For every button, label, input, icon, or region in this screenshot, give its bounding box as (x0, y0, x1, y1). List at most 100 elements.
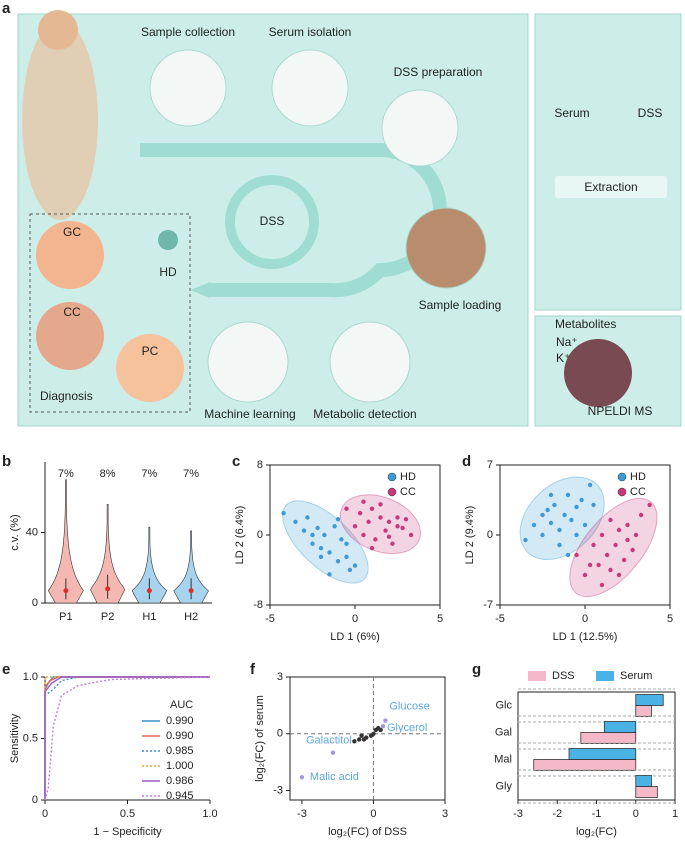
particle (564, 339, 632, 407)
value-label: 7% (183, 468, 199, 480)
point (616, 572, 622, 578)
x-tick-label: 1.0 (202, 808, 217, 820)
step-label: Diagnosis (40, 389, 93, 403)
violin (90, 504, 126, 604)
x-tick-label: 0 (370, 808, 376, 820)
x-tick-label: -3 (297, 808, 307, 820)
detection-label: NPELDI MS (588, 404, 653, 418)
point (574, 552, 579, 558)
median (146, 588, 152, 594)
legend-label: HD (630, 471, 646, 483)
point (587, 482, 593, 488)
point (378, 515, 383, 520)
point (315, 525, 320, 531)
point (330, 750, 336, 755)
violin (173, 530, 209, 604)
point (378, 502, 383, 507)
point (352, 524, 358, 529)
median (188, 588, 194, 594)
plot-frame (289, 676, 446, 801)
x-axis-label: LD 1 (12.5%) (553, 631, 618, 643)
point-label: Glucose (389, 700, 429, 712)
serum-icon (271, 49, 349, 127)
step-label: DSS (260, 214, 285, 228)
panel-letter: b (2, 453, 11, 470)
point (569, 517, 574, 523)
step-label: Serum isolation (269, 25, 352, 39)
y-tick-label: 0 (277, 728, 283, 740)
pc-icon (116, 334, 184, 402)
point (347, 567, 353, 573)
point (608, 517, 613, 523)
legend-label: 0.985 (166, 745, 194, 757)
bar (635, 705, 652, 717)
point (557, 527, 562, 533)
x-tick-label: 1 (672, 808, 678, 820)
point (335, 559, 341, 564)
legend-label: DSS (552, 670, 575, 682)
y-tick-label: Gly (496, 780, 513, 792)
y-tick-label: 0 (487, 529, 493, 541)
point-label: Galactitol (306, 735, 352, 747)
point (599, 582, 605, 588)
legend-swatch (528, 671, 546, 681)
point (383, 718, 388, 723)
legend-title: AUC (170, 699, 193, 711)
point (630, 547, 635, 553)
legend-label: 0.990 (166, 730, 194, 742)
step-label: Sample collection (141, 25, 235, 39)
point (625, 522, 630, 528)
confidence-ellipse (519, 476, 605, 561)
point (386, 519, 392, 525)
point (281, 510, 286, 516)
legend-marker (387, 472, 397, 482)
point (359, 733, 364, 738)
group-label: HD (159, 265, 177, 279)
y-tick-label: Gal (495, 726, 512, 738)
roc-curve (44, 676, 211, 801)
dss-icon (381, 89, 459, 167)
x-axis-label: LD 1 (6%) (330, 631, 380, 643)
panel-letter: g (472, 661, 481, 678)
point (574, 504, 579, 510)
legend-label: 1.000 (166, 760, 194, 772)
point (373, 537, 378, 542)
bar (635, 786, 658, 798)
workflow-diagram (17, 10, 682, 427)
y-tick-label: -3 (273, 784, 283, 796)
legend-label: HD (400, 471, 416, 483)
point (587, 562, 593, 568)
point (335, 517, 341, 522)
median (105, 586, 111, 592)
hd-person (158, 230, 178, 250)
point (591, 542, 596, 548)
point (545, 507, 550, 513)
point (361, 532, 366, 538)
point (361, 499, 366, 504)
legend-label: CC (400, 486, 416, 498)
x-tick-label: -1 (592, 808, 602, 820)
point (548, 492, 554, 498)
loading-label: Extraction (584, 180, 637, 194)
y-tick-label: Mal (494, 753, 512, 765)
violin (47, 479, 84, 604)
value-label: 8% (100, 468, 116, 480)
y-tick-label: 0 (32, 597, 38, 609)
point-label: Glycerol (387, 722, 427, 734)
x-tick-label: -3 (513, 808, 523, 820)
legend-marker (387, 487, 397, 497)
point (400, 525, 405, 531)
value-label: 7% (141, 468, 157, 480)
point (621, 557, 627, 563)
point (327, 550, 332, 555)
x-tick-label: H1 (142, 611, 156, 623)
point (327, 572, 332, 577)
point (369, 506, 375, 511)
point (633, 532, 639, 538)
confidence-ellipse (569, 497, 658, 598)
y-tick-label: -8 (253, 599, 263, 611)
legend-label: CC (630, 486, 646, 498)
point (599, 532, 605, 538)
point (408, 532, 414, 538)
y-tick-label: 1.0 (23, 671, 38, 683)
